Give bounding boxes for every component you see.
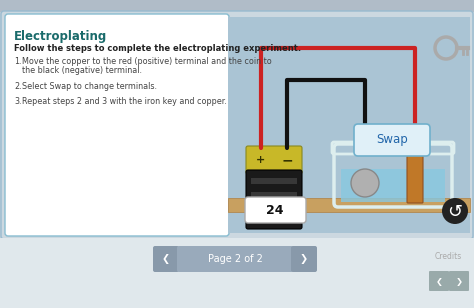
Text: Swap: Swap (376, 133, 408, 147)
FancyBboxPatch shape (246, 170, 302, 229)
FancyBboxPatch shape (0, 0, 474, 12)
FancyBboxPatch shape (0, 238, 474, 308)
Text: Select Swap to change terminals.: Select Swap to change terminals. (22, 82, 157, 91)
Text: Credits: Credits (434, 252, 462, 261)
Text: 2.: 2. (14, 82, 22, 91)
Text: Move the copper to the red (positive) terminal and the coin to: Move the copper to the red (positive) te… (22, 57, 272, 66)
FancyBboxPatch shape (5, 14, 229, 236)
Text: ❯: ❯ (456, 277, 463, 286)
FancyBboxPatch shape (228, 17, 470, 233)
Text: ↺: ↺ (447, 203, 463, 221)
FancyBboxPatch shape (251, 206, 297, 212)
Text: 1.: 1. (14, 57, 21, 66)
FancyBboxPatch shape (251, 192, 297, 198)
FancyBboxPatch shape (246, 146, 302, 174)
FancyBboxPatch shape (177, 246, 293, 272)
Text: Electroplating: Electroplating (14, 30, 107, 43)
Circle shape (411, 148, 419, 156)
FancyBboxPatch shape (245, 197, 306, 223)
Circle shape (351, 169, 379, 197)
FancyBboxPatch shape (341, 169, 445, 202)
Text: −: − (281, 153, 293, 167)
FancyBboxPatch shape (1, 11, 473, 239)
Text: ❮: ❮ (436, 277, 443, 286)
Text: 24: 24 (266, 204, 284, 217)
FancyBboxPatch shape (449, 271, 469, 291)
Text: ❮: ❮ (162, 254, 170, 264)
Text: the black (negative) terminal.: the black (negative) terminal. (22, 66, 142, 75)
FancyBboxPatch shape (407, 151, 423, 203)
Text: Follow the steps to complete the electroplating experiment.: Follow the steps to complete the electro… (14, 44, 301, 53)
Text: 3.: 3. (14, 97, 21, 106)
FancyBboxPatch shape (291, 246, 317, 272)
Text: Repeat steps 2 and 3 with the iron key and copper.: Repeat steps 2 and 3 with the iron key a… (22, 97, 227, 106)
Text: Page 2 of 2: Page 2 of 2 (208, 254, 263, 264)
FancyBboxPatch shape (228, 198, 470, 212)
FancyBboxPatch shape (429, 271, 449, 291)
FancyBboxPatch shape (354, 124, 430, 156)
FancyBboxPatch shape (153, 246, 179, 272)
Text: ❯: ❯ (300, 254, 308, 264)
Circle shape (361, 144, 369, 152)
Text: +: + (256, 155, 265, 165)
Circle shape (442, 198, 468, 224)
FancyBboxPatch shape (251, 178, 297, 184)
